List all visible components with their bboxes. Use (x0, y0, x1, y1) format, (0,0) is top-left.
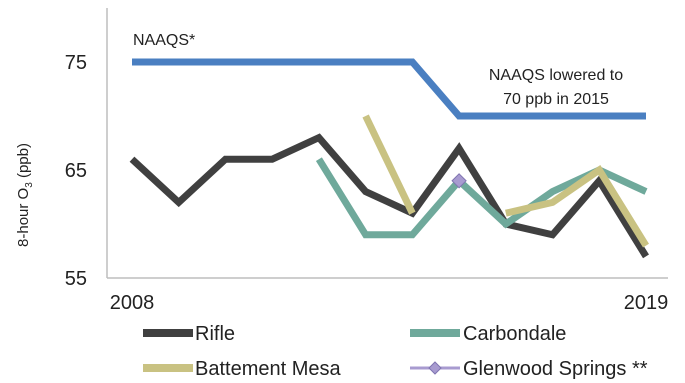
data-point-glenwood-springs (451, 173, 467, 189)
series-line-battement-mesa (362, 114, 416, 215)
naaqs-label: NAAQS* (133, 32, 195, 49)
legend-item-battement-mesa: Battement Mesa (143, 358, 342, 380)
legend-label: Battement Mesa (195, 358, 342, 380)
y-axis-label: 8-hour O3 (ppb) (15, 143, 35, 247)
y-tick-label: 75 (65, 52, 87, 74)
legend-label: Rifle (195, 323, 235, 345)
legend-label: Glenwood Springs ** (463, 358, 648, 380)
legend: Rifle Carbondale Battement Mesa Glenwood Sp… (143, 323, 648, 380)
y-axis-label-unit: (ppb) (15, 143, 32, 182)
y-axis-label-subscript: 3 (24, 182, 35, 188)
legend-marker (428, 361, 442, 375)
y-axis-label-main: 8-hour O (15, 188, 32, 247)
x-tick-label: 2008 (110, 292, 155, 314)
y-tick-labels: 55 65 75 (65, 52, 87, 290)
series-line-naaqs (132, 58, 646, 120)
x-tick-label: 2019 (624, 292, 669, 314)
y-tick-label: 55 (65, 268, 87, 290)
naaqs-lowered-note-line1: NAAQS lowered to (489, 67, 623, 84)
legend-item-carbondale: Carbondale (410, 323, 566, 345)
x-tick-labels: 2008 2019 (110, 292, 669, 314)
series-lines (129, 58, 649, 259)
y-tick-label: 65 (65, 160, 87, 182)
legend-item-rifle: Rifle (143, 323, 235, 345)
axes (106, 8, 668, 279)
series-line-battement-mesa (505, 165, 649, 248)
naaqs-lowered-note-line2: 70 ppb in 2015 (503, 91, 609, 108)
legend-label: Carbondale (463, 323, 566, 345)
series-line-rifle (129, 133, 649, 259)
series-markers (451, 173, 467, 189)
legend-item-glenwood-springs: Glenwood Springs ** (410, 358, 648, 380)
